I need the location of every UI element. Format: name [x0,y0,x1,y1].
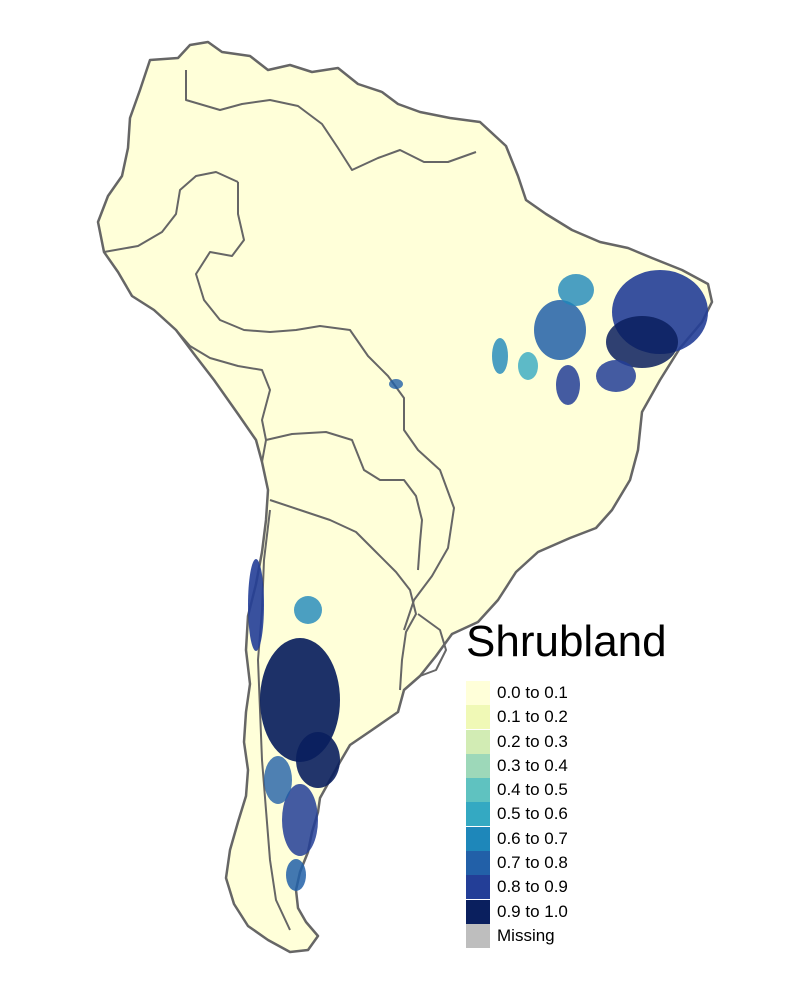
legend-swatch [466,875,490,900]
legend-label: 0.5 to 0.6 [497,804,568,824]
legend-swatch [466,851,490,876]
legend-swatch [466,802,490,827]
legend-label: Missing [497,925,555,945]
patch-central-chile [248,559,264,651]
legend-label: 0.1 to 0.2 [497,707,568,727]
legend-title: Shrubland [466,617,667,666]
legend-swatch [466,826,490,851]
legend-swatch [466,705,490,730]
legend-swatch [466,753,490,778]
legend-label: 0.6 to 0.7 [497,828,568,848]
legend-label: 0.9 to 1.0 [497,901,568,921]
legend-swatch [466,923,490,948]
legend-label: 0.8 to 0.9 [497,877,568,897]
legend-swatch [466,899,490,924]
legend-swatch [466,681,490,705]
legend-label: 0.4 to 0.5 [497,780,568,800]
shrubland-patches [248,270,708,891]
legend-label: 0.7 to 0.8 [497,853,568,873]
legend-label: 0.0 to 0.1 [497,683,568,702]
legend-swatch [466,729,490,754]
legend-label: 0.2 to 0.3 [497,731,568,751]
patch-patagonia [260,638,340,762]
legend-label: 0.3 to 0.4 [497,755,568,775]
continent-outline [96,40,714,954]
legend-swatch [466,778,490,803]
